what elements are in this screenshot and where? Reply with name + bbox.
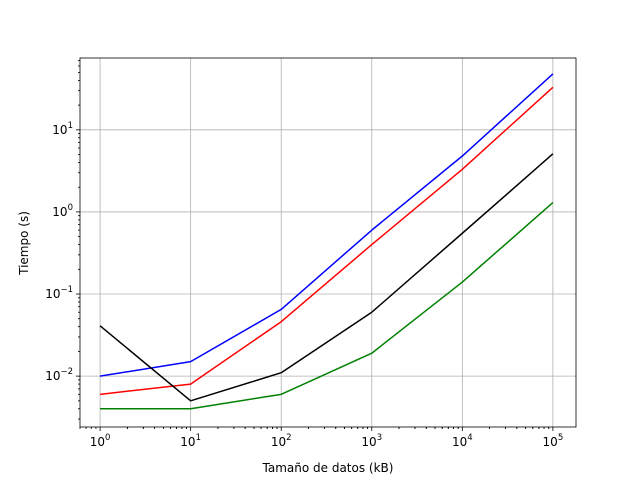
y-tick-label: 10−1	[45, 285, 73, 301]
x-tick-label: 104	[452, 433, 473, 449]
grid	[80, 58, 576, 427]
x-tick-label: 102	[271, 433, 292, 449]
series-line-1	[99, 73, 554, 377]
x-axis-ticks: 100 101 102 103 104 105	[90, 427, 563, 449]
series-line-2	[100, 86, 554, 396]
series-line-4	[100, 202, 554, 410]
series-line-3	[99, 153, 554, 402]
x-tick-label: 100	[90, 433, 111, 449]
x-tick-label: 103	[361, 433, 382, 449]
plot-frame	[79, 57, 577, 428]
x-axis-label: Tamaño de datos (kB)	[262, 461, 394, 475]
y-tick-label: 10−2	[45, 367, 73, 383]
y-axis-ticks: 10−2 10−1 100 101	[45, 121, 80, 383]
y-tick-label: 101	[52, 121, 73, 137]
x-tick-label: 101	[180, 433, 201, 449]
x-tick-label: 105	[543, 433, 564, 449]
y-axis-label: Tiempo (s)	[17, 211, 31, 276]
y-tick-label: 100	[52, 203, 73, 219]
series-group	[99, 73, 554, 410]
